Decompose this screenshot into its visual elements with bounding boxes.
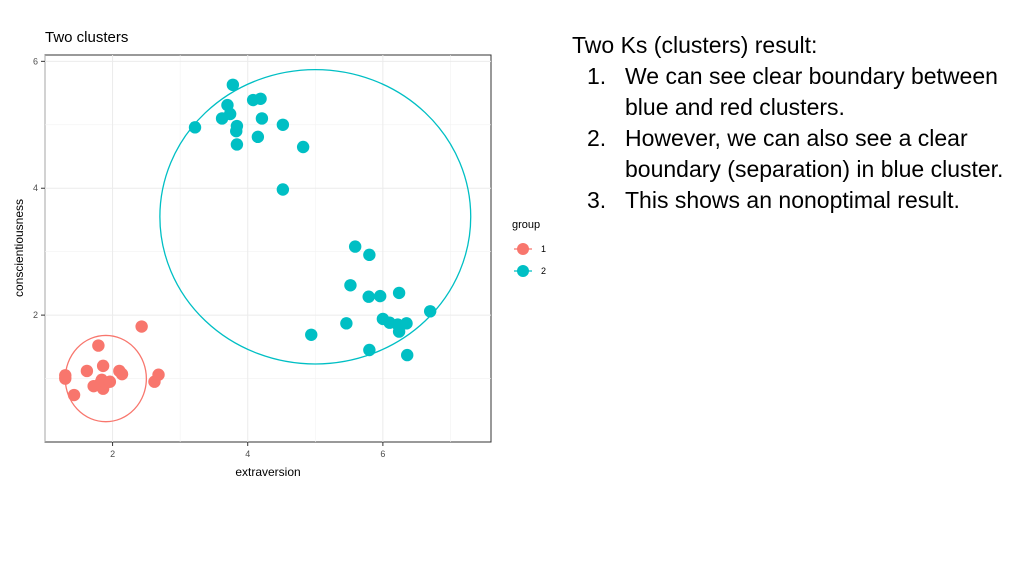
data-point-group-2 xyxy=(392,286,406,300)
data-point-group-2 xyxy=(226,78,240,92)
legend-key-point xyxy=(517,265,529,277)
notes-panel: Two Ks (clusters) result: 1. We can see … xyxy=(572,30,1012,216)
data-point-group-2 xyxy=(230,119,244,133)
notes-item-number: 3. xyxy=(587,187,607,213)
data-point-group-2 xyxy=(276,118,290,131)
data-point-group-2 xyxy=(251,130,265,144)
notes-item-text: We can see clear boundary between blue a… xyxy=(625,63,998,120)
data-point-group-2 xyxy=(363,343,376,357)
axis-ticks: 2 4 6 2 4 6 xyxy=(33,56,385,459)
notes-list: 1. We can see clear boundary between blu… xyxy=(572,61,1012,216)
legend-key-point xyxy=(517,243,529,255)
scatter-chart: Two clusters 2 4 6 2 4 6 extraversion conscie… xyxy=(12,29,546,479)
data-point-group-2 xyxy=(340,317,353,330)
notes-item-number: 1. xyxy=(587,63,607,89)
data-point-group-2 xyxy=(373,289,387,303)
notes-item-text: This shows an nonoptimal result. xyxy=(625,187,960,213)
data-point-group-2 xyxy=(223,107,237,121)
data-point-group-2 xyxy=(296,140,310,154)
legend-title: group xyxy=(512,219,540,231)
data-point-group-2 xyxy=(348,240,362,253)
data-point-group-2 xyxy=(400,317,413,330)
data-point-group-2 xyxy=(188,121,202,134)
data-points xyxy=(59,78,437,402)
legend: group 1 2 xyxy=(512,219,546,277)
data-point-group-2 xyxy=(230,138,244,151)
y-axis-label: conscientiousness xyxy=(12,199,26,297)
data-point-group-2 xyxy=(392,325,406,338)
y-tick-label: 2 xyxy=(33,310,38,320)
data-point-group-2 xyxy=(255,112,269,125)
data-point-group-1 xyxy=(103,375,117,388)
notes-item: 2. However, we can also see a clear boun… xyxy=(572,123,1012,185)
notes-item: 3. This shows an nonoptimal result. xyxy=(572,185,1012,216)
x-tick-label: 6 xyxy=(380,449,385,459)
chart-title: Two clusters xyxy=(45,29,128,46)
x-tick-label: 4 xyxy=(245,449,250,459)
notes-item-number: 2. xyxy=(587,125,607,151)
y-tick-label: 6 xyxy=(33,56,38,66)
data-point-group-1 xyxy=(67,388,81,402)
notes-item: 1. We can see clear boundary between blu… xyxy=(572,61,1012,123)
legend-item-label: 1 xyxy=(541,244,546,254)
data-point-group-1 xyxy=(59,369,72,382)
notes-item-text: However, we can also see a clear boundar… xyxy=(625,125,1004,182)
notes-heading: Two Ks (clusters) result: xyxy=(572,32,818,58)
data-point-group-1 xyxy=(115,367,129,381)
data-point-group-2 xyxy=(254,92,267,105)
data-point-group-1 xyxy=(152,368,165,381)
x-axis-label: extraversion xyxy=(235,465,300,479)
data-point-group-2 xyxy=(423,305,437,318)
data-point-group-2 xyxy=(276,183,290,196)
data-point-group-1 xyxy=(96,359,110,373)
grid-lines xyxy=(44,55,491,442)
data-point-group-2 xyxy=(362,290,375,303)
data-point-group-2 xyxy=(363,248,376,262)
legend-item-label: 2 xyxy=(541,266,546,276)
data-point-group-2 xyxy=(305,328,318,341)
data-point-group-2 xyxy=(344,279,357,292)
data-point-group-1 xyxy=(92,339,105,352)
data-point-group-2 xyxy=(401,348,414,362)
y-tick-label: 4 xyxy=(33,183,38,193)
data-point-group-1 xyxy=(80,364,94,378)
x-tick-label: 2 xyxy=(110,449,115,459)
cluster-ellipse-2 xyxy=(159,68,472,365)
data-point-group-1 xyxy=(135,320,148,333)
